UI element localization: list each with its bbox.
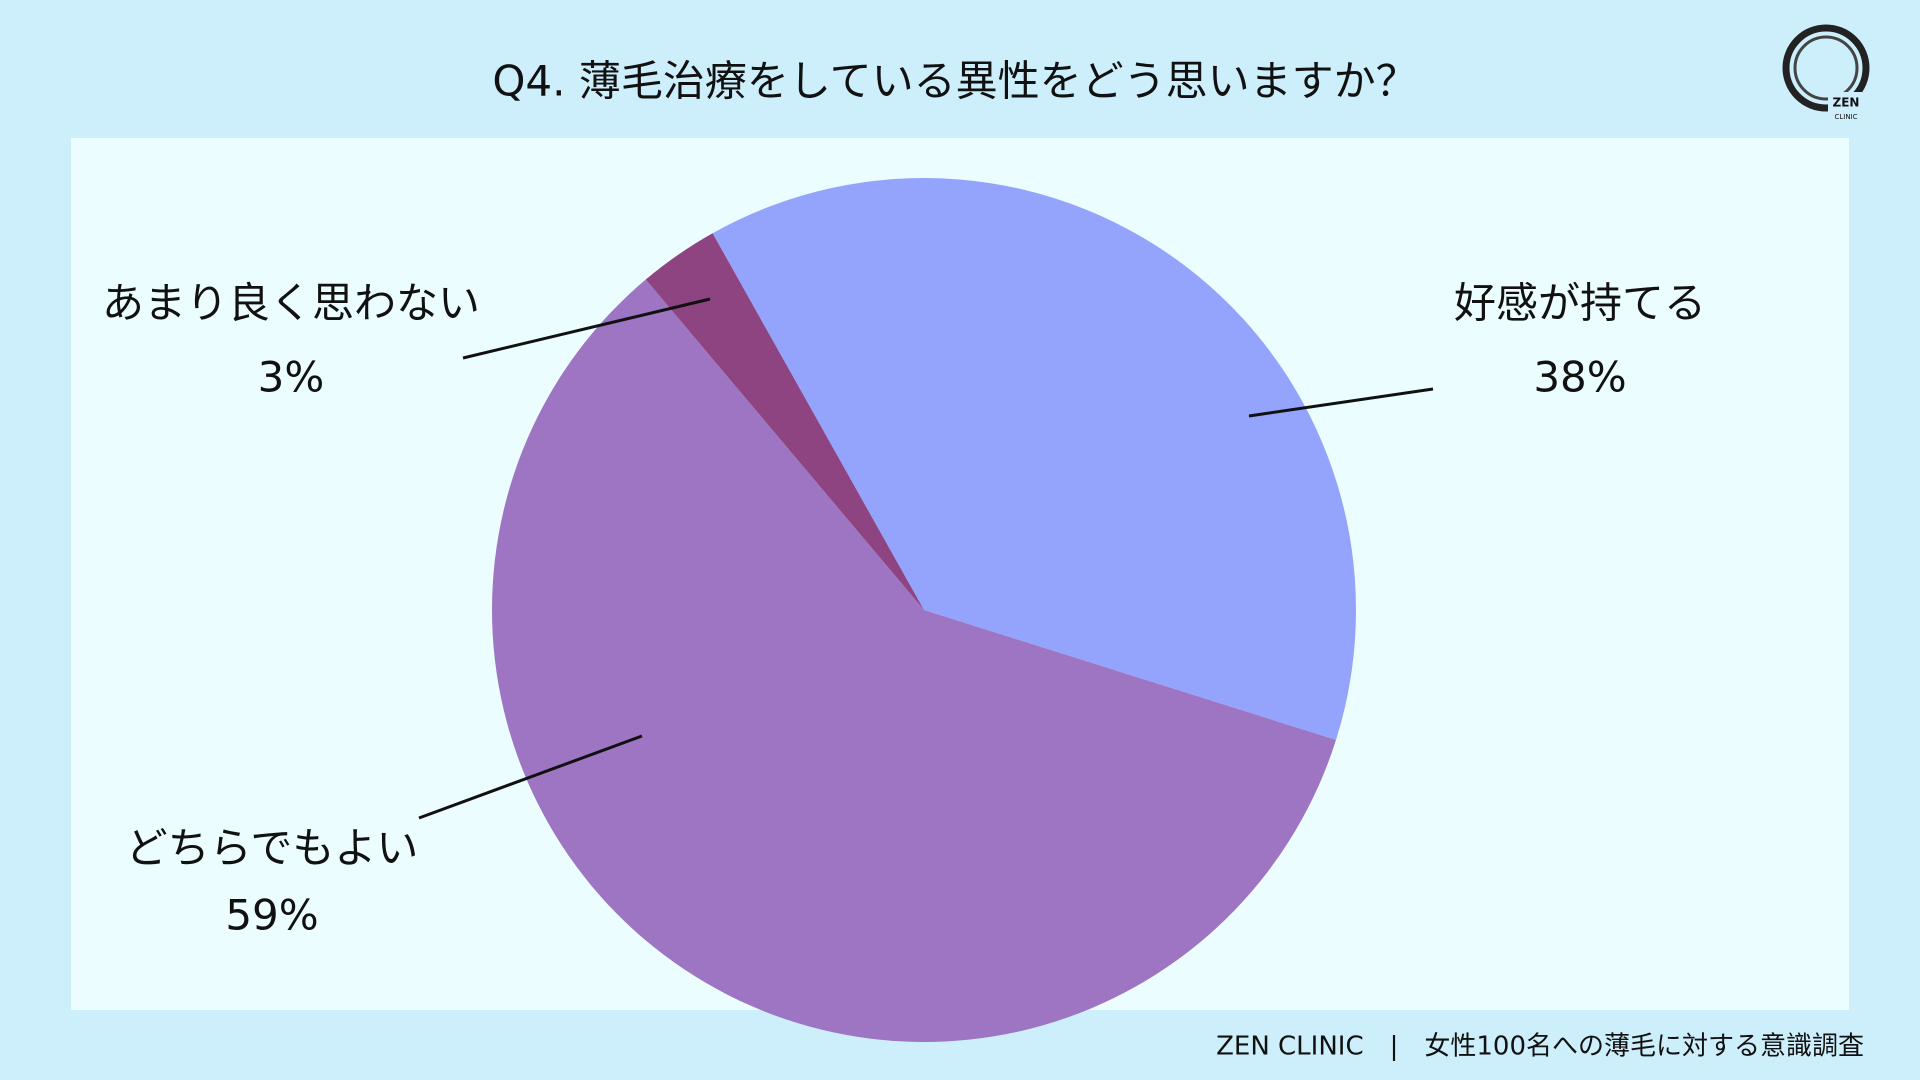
leader-line [1248,387,1434,418]
pie-slice [645,233,924,611]
logo-ring-inner [1793,35,1859,101]
logo-gap [1828,92,1862,122]
logo: ZEN CLINIC [1782,24,1870,122]
logo-name: ZEN [1833,96,1860,110]
value-label: 59% [225,891,318,940]
pie-slice [491,279,1337,1043]
chart-title: Q4. 薄毛治療をしている異性をどう思いますか？ [492,57,1417,106]
category-label: 好感が持てる [1454,279,1706,328]
value-label: 38% [1533,353,1626,402]
value-label: 3% [258,353,325,402]
source-note: ZEN CLINIC | 女性100名への薄毛に対する意識調査 [1216,1032,1864,1062]
category-label: あまり良く思わない [102,279,480,328]
leader-line [418,734,643,820]
leader-line [462,297,711,360]
logo-sub: CLINIC [1834,113,1857,121]
logo-ring [1782,24,1870,112]
pie-slice [712,178,1356,740]
pie [491,178,1356,1043]
category-label: どちらでもよい [126,824,419,873]
